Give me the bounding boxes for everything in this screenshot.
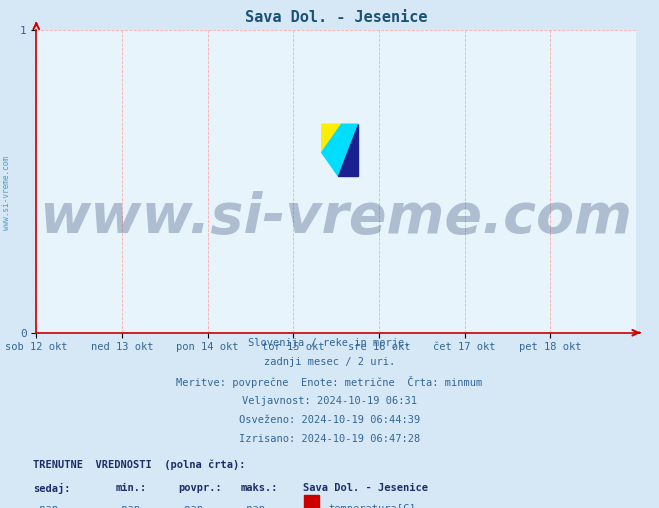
Text: Slovenija / reke in morje.: Slovenija / reke in morje. [248,338,411,348]
Title: Sava Dol. - Jesenice: Sava Dol. - Jesenice [245,10,427,25]
Text: Sava Dol. - Jesenice: Sava Dol. - Jesenice [303,483,428,493]
Text: Izrisano: 2024-10-19 06:47:28: Izrisano: 2024-10-19 06:47:28 [239,434,420,444]
Text: Osveženo: 2024-10-19 06:44:39: Osveženo: 2024-10-19 06:44:39 [239,415,420,425]
Text: -nan: -nan [33,504,58,508]
Text: maks.:: maks.: [241,483,278,493]
Text: zadnji mesec / 2 uri.: zadnji mesec / 2 uri. [264,357,395,367]
Polygon shape [322,124,358,176]
Text: -nan: -nan [115,504,140,508]
Text: www.si-vreme.com: www.si-vreme.com [2,156,11,230]
Text: temperatura[C]: temperatura[C] [328,504,416,508]
Text: min.:: min.: [115,483,146,493]
Text: Veljavnost: 2024-10-19 06:31: Veljavnost: 2024-10-19 06:31 [242,396,417,406]
Text: Meritve: povprečne  Enote: metrične  Črta: minmum: Meritve: povprečne Enote: metrične Črta:… [177,376,482,389]
Text: povpr.:: povpr.: [178,483,221,493]
Polygon shape [338,124,358,176]
Text: sedaj:: sedaj: [33,483,71,494]
Text: TRENUTNE  VREDNOSTI  (polna črta):: TRENUTNE VREDNOSTI (polna črta): [33,460,245,470]
Polygon shape [322,124,341,152]
Text: -nan: -nan [241,504,266,508]
Text: www.si-vreme.com: www.si-vreme.com [40,191,633,245]
Text: -nan: -nan [178,504,203,508]
